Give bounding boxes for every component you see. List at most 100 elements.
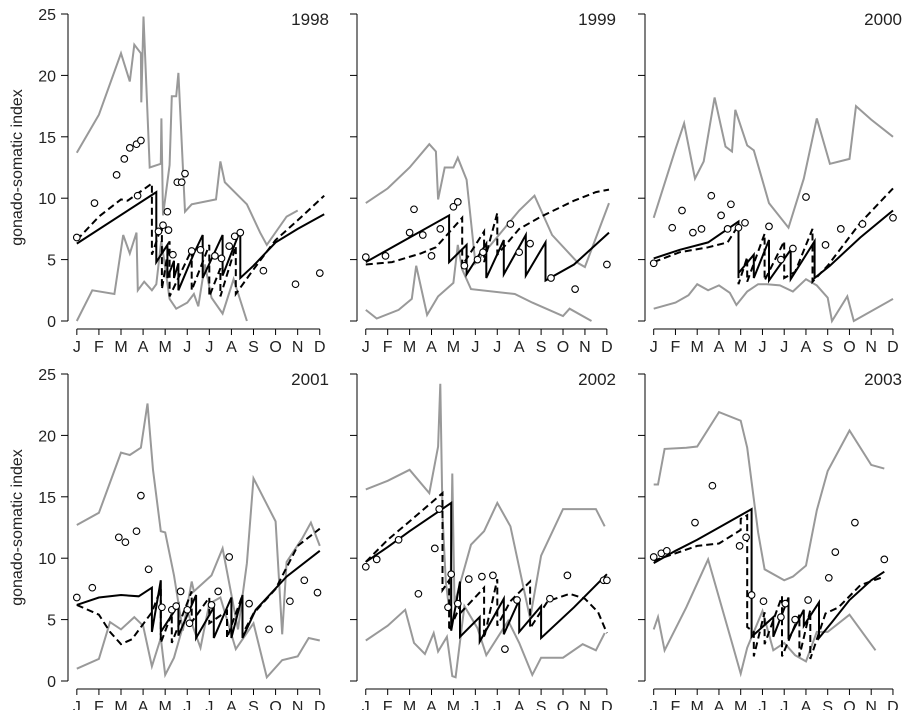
y-tick-label: 10 <box>38 191 56 208</box>
observed-point <box>603 260 611 269</box>
y-tick-label: 10 <box>38 551 56 568</box>
x-tick-label: M <box>691 339 704 356</box>
observed-point <box>236 228 245 237</box>
observed-point <box>418 231 427 239</box>
y-tick-label: 0 <box>47 674 56 691</box>
x-tick-label: M <box>114 699 127 710</box>
model-solid-line <box>76 190 325 291</box>
observed-point <box>410 205 418 214</box>
observed-point <box>177 178 186 187</box>
observed-point <box>211 252 219 260</box>
x-tick-label: M <box>159 699 172 710</box>
observed-point <box>430 544 439 553</box>
model-dashed-line <box>76 527 321 646</box>
observed-point <box>691 518 699 527</box>
x-tick-label: O <box>269 339 281 356</box>
observed-point <box>88 583 97 592</box>
observed-point <box>689 228 697 237</box>
y-tick-label: 25 <box>38 7 56 24</box>
y-tick-label: 15 <box>38 490 56 507</box>
x-tick-label: F <box>383 339 393 356</box>
x-tick-label: O <box>557 339 569 356</box>
observed-point <box>381 252 390 260</box>
observed-point <box>464 575 473 583</box>
observed-point <box>453 198 462 206</box>
observed-point <box>217 254 226 263</box>
y-axis-title: gonado-somatic index <box>9 449 26 606</box>
x-tick-label: D <box>314 699 326 710</box>
observed-point <box>230 232 239 241</box>
x-tick-label: M <box>447 339 460 356</box>
observed-point <box>789 244 797 253</box>
observed-point <box>72 233 81 242</box>
observed-point <box>802 193 810 201</box>
x-tick-label: N <box>865 339 877 356</box>
x-tick-label: M <box>159 339 172 356</box>
model-solid-line <box>653 507 885 641</box>
observed-point <box>742 533 750 542</box>
observed-point <box>526 239 534 248</box>
observed-point <box>513 596 521 604</box>
observed-point <box>436 225 445 233</box>
observed-point <box>137 491 145 500</box>
model-solid-line <box>365 501 608 646</box>
x-tick-label: M <box>734 699 747 710</box>
x-tick-label: D <box>601 699 613 710</box>
observed-point <box>489 571 497 580</box>
x-tick-label: M <box>403 339 416 356</box>
observed-point <box>717 211 725 220</box>
observed-point <box>515 248 524 257</box>
x-tick-label: N <box>865 699 877 710</box>
observed-point <box>851 518 859 527</box>
x-tick-label: A <box>514 339 525 356</box>
observed-point <box>546 594 554 603</box>
observed-point <box>649 553 658 561</box>
upper-envelope-line <box>75 16 299 247</box>
x-tick-label: D <box>887 339 899 356</box>
x-tick-label: O <box>843 339 855 356</box>
observed-point <box>225 242 234 250</box>
upper-envelope-line <box>365 142 610 269</box>
observed-point <box>291 280 300 289</box>
x-tick-label: J <box>183 339 191 356</box>
x-tick-label: J <box>73 699 81 710</box>
plot-area <box>72 403 322 680</box>
observed-point <box>169 250 177 259</box>
observed-point <box>176 587 185 596</box>
observed-point <box>245 599 253 608</box>
observed-point <box>372 555 381 564</box>
observed-point <box>831 548 840 556</box>
x-tick-label: M <box>734 339 747 356</box>
observed-point <box>501 645 509 653</box>
x-tick-label: A <box>714 699 725 710</box>
observed-point <box>836 225 845 233</box>
observed-point <box>435 505 444 513</box>
x-tick-label: D <box>887 699 899 710</box>
plot-area <box>649 410 889 678</box>
observed-point <box>394 535 403 544</box>
observed-point <box>603 576 611 585</box>
observed-point <box>479 248 487 257</box>
panel-year-label: 1998 <box>291 10 329 29</box>
observed-point <box>765 222 773 231</box>
x-tick-label: A <box>138 339 149 356</box>
observed-point <box>90 199 99 207</box>
x-tick-label: N <box>292 339 304 356</box>
observed-point <box>741 218 749 227</box>
x-tick-label: J <box>471 699 479 710</box>
panel-year-label: 2003 <box>864 370 902 389</box>
observed-point <box>889 213 897 222</box>
observed-point <box>185 619 194 628</box>
observed-point <box>668 223 677 232</box>
observed-point <box>114 533 123 542</box>
y-tick-label: 0 <box>47 314 56 331</box>
observed-point <box>300 576 309 585</box>
observed-point <box>361 562 370 571</box>
upper-envelope-line <box>76 403 321 635</box>
observed-point <box>777 255 785 264</box>
